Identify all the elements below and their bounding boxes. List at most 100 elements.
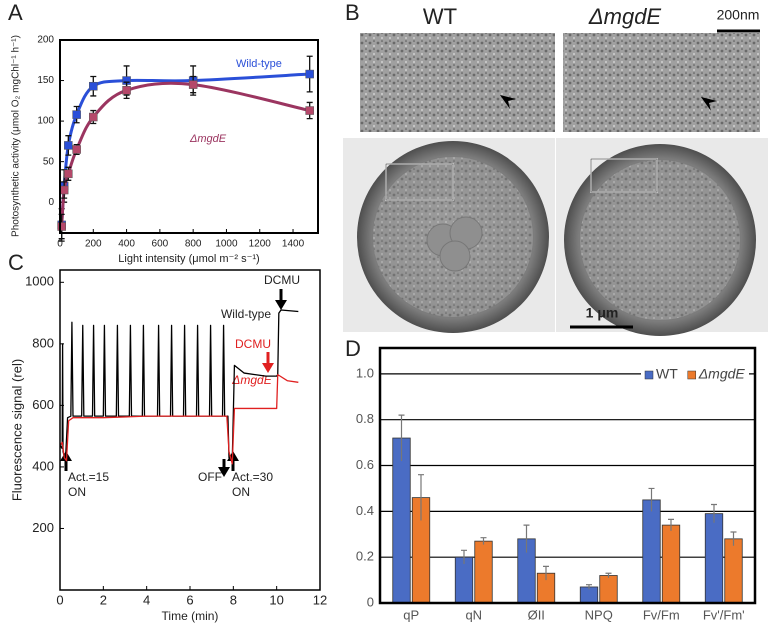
bar [642, 499, 661, 604]
marker [89, 112, 98, 122]
marker [64, 169, 73, 179]
plot-frame [378, 346, 757, 605]
series-label: Wild-type [221, 307, 271, 321]
y-tick-label: 0 [367, 594, 374, 609]
bar [474, 540, 493, 604]
panel-label: A [8, 0, 23, 25]
bar [599, 575, 618, 604]
y-tick-label: 0.2 [356, 549, 374, 564]
error-bar [480, 537, 487, 545]
marker [72, 110, 81, 119]
x-axis-label: Time (min) [162, 609, 219, 623]
x-axis-label: Light intensity (μmol m⁻² s⁻¹) [118, 253, 259, 265]
x-tick-label: qP [403, 607, 419, 622]
micrographs [343, 29, 768, 336]
marker [72, 145, 81, 154]
y-tick-label: 150 [37, 75, 54, 86]
series-line [59, 373, 299, 465]
bar [704, 513, 724, 604]
x-tick-label: 2 [100, 592, 107, 607]
x-tick-label: NPQ [585, 607, 613, 622]
arrowhead [218, 467, 230, 477]
image-title: ΔmgdE [588, 4, 662, 29]
annotation: OFF [198, 470, 222, 484]
series-label: ΔmgdE [231, 373, 272, 387]
error-bar [461, 549, 467, 565]
plot-frame [59, 39, 319, 234]
bar [392, 437, 411, 604]
arrowhead [275, 300, 287, 310]
annotation: ON [232, 485, 250, 499]
error-bar [523, 524, 530, 553]
error-bar [586, 584, 592, 590]
marker [89, 81, 98, 91]
scale-label: 200nm [717, 7, 760, 23]
x-tick-label: 600 [152, 239, 169, 250]
x-tick-label: qN [465, 607, 482, 622]
y-tick-label: 200 [32, 520, 54, 535]
y-axis-label: Photosynthetic activity (μmol O₂ mgChl⁻¹… [11, 35, 22, 237]
y-tick-label: 50 [43, 156, 55, 167]
bar [579, 586, 599, 604]
error-bar [418, 474, 424, 521]
series-line [60, 81, 311, 227]
x-tick-label: 12 [313, 592, 327, 607]
marker [305, 106, 314, 115]
y-axis-label: Fluorescence signal (rel) [9, 359, 24, 501]
arrowhead [262, 363, 274, 373]
error-bar [668, 518, 674, 531]
y-tick-label: 0.8 [356, 411, 374, 426]
y-tick-label: 1.0 [356, 365, 374, 380]
y-tick-label: 800 [32, 335, 54, 350]
x-tick-label: 200 [85, 239, 102, 250]
series-line [60, 72, 310, 225]
x-tick-label: 800 [185, 239, 202, 250]
y-tick-label: 200 [37, 35, 54, 46]
legend-swatch [687, 370, 697, 380]
bar [724, 538, 743, 604]
x-tick-label: 1000 [215, 239, 238, 250]
granule [439, 240, 471, 272]
arrowhead [500, 95, 516, 109]
x-tick-label: 1200 [249, 239, 272, 250]
x-tick-label: 400 [118, 239, 135, 250]
x-tick-label: ØII [528, 607, 545, 622]
micrograph-inset [360, 33, 555, 132]
x-tick-label: 0 [56, 592, 63, 607]
x-tick-label: 1400 [282, 239, 305, 250]
micrograph-inset [563, 33, 760, 132]
series-label: ΔmgdE [189, 133, 227, 145]
scale-label: 1 μm [586, 305, 619, 321]
annotation: DCMU [235, 337, 271, 351]
plot-frame [59, 269, 321, 591]
error-bar [648, 487, 655, 512]
annotation: DCMU [264, 273, 300, 287]
legend-label: WT [656, 366, 678, 382]
error-bar [605, 572, 612, 578]
x-tick-label: 0 [57, 239, 63, 250]
y-tick-label: 1000 [25, 274, 54, 289]
cell-interior [580, 160, 740, 320]
y-tick-label: 0.4 [356, 503, 374, 518]
y-tick-label: 0.6 [356, 457, 374, 472]
x-tick-label: 10 [269, 592, 283, 607]
error-bar [711, 503, 717, 523]
marker [59, 185, 69, 195]
y-tick-label: 400 [32, 458, 54, 473]
y-tick-label: 0 [48, 197, 54, 208]
marker [188, 80, 198, 89]
inset-box [590, 158, 658, 193]
arrows [60, 289, 287, 477]
bar [661, 524, 681, 604]
legend-label: ΔmgdE [698, 366, 746, 382]
x-tick-label: 8 [230, 592, 237, 607]
marker [64, 141, 73, 150]
arrowhead [701, 97, 717, 111]
inset-box [385, 163, 454, 201]
annotation: Act.=15 [68, 470, 109, 484]
marker [122, 86, 131, 95]
annotation: ON [68, 485, 86, 499]
image-title: WT [423, 4, 457, 29]
error-bar [543, 565, 549, 581]
